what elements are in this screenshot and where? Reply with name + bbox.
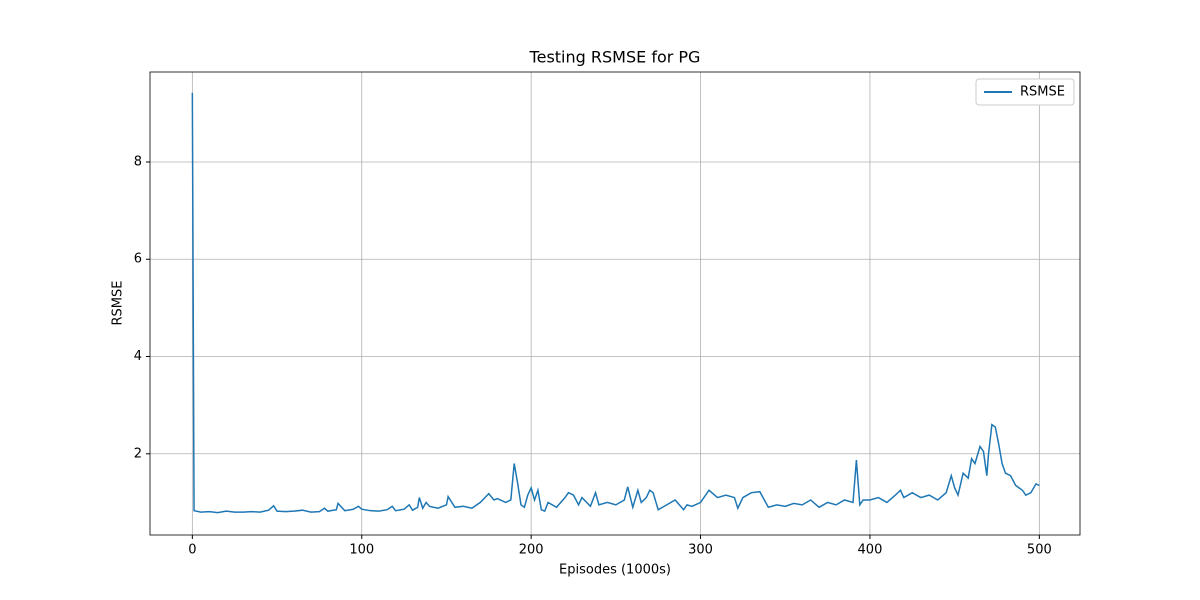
y-tick-label: 6 bbox=[134, 252, 142, 267]
x-tick-label: 200 bbox=[519, 543, 544, 558]
x-tick-label: 0 bbox=[188, 543, 196, 558]
y-tick-label: 8 bbox=[134, 154, 142, 169]
chart-title: Testing RSMSE for PG bbox=[529, 48, 701, 67]
y-tick-label: 2 bbox=[134, 446, 142, 461]
x-tick-label: 400 bbox=[858, 543, 883, 558]
x-axis-label: Episodes (1000s) bbox=[559, 563, 671, 578]
legend-box bbox=[975, 78, 1075, 106]
x-tick-label: 100 bbox=[349, 543, 374, 558]
y-tick-label: 4 bbox=[134, 349, 142, 364]
legend-label: RSMSE bbox=[1020, 85, 1065, 100]
plot-frame bbox=[149, 71, 1081, 536]
line-series bbox=[191, 92, 1040, 514]
x-tick-label: 500 bbox=[1027, 543, 1052, 558]
x-tick-label: 300 bbox=[688, 543, 713, 558]
y-axis-label: RSMSE bbox=[111, 281, 126, 326]
